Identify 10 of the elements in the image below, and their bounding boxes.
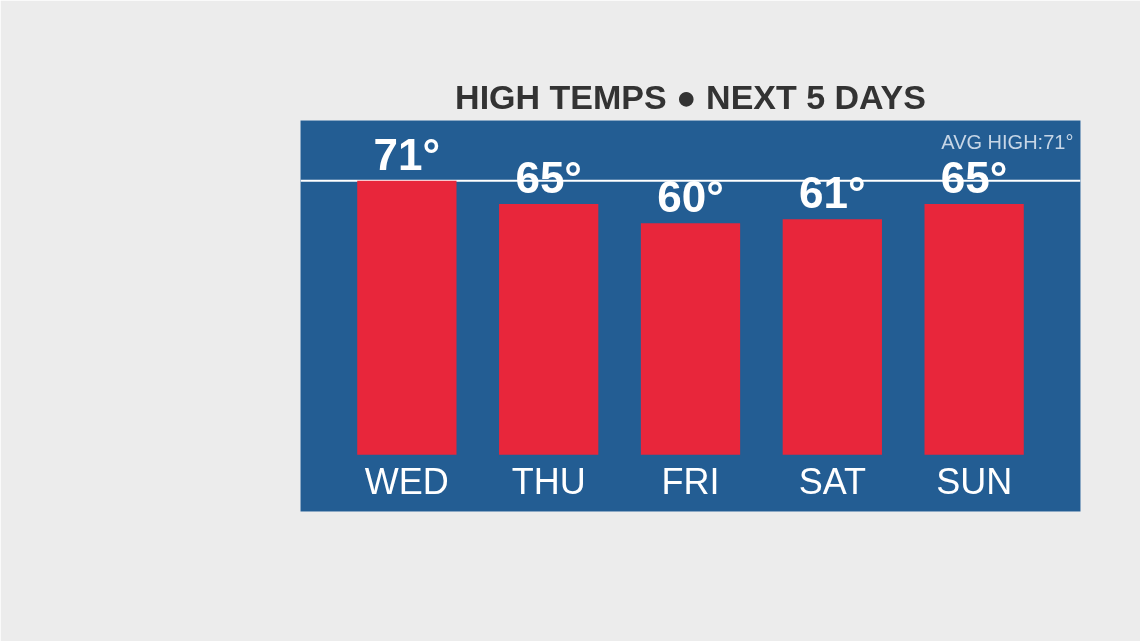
x-tick-label: SUN bbox=[936, 461, 1013, 503]
data-label: 61° bbox=[799, 168, 866, 218]
x-tick-label: THU bbox=[511, 461, 586, 503]
data-label: 60° bbox=[657, 172, 724, 222]
ref-line-label: AVG HIGH:71° bbox=[941, 130, 1074, 153]
data-label: 71° bbox=[373, 129, 441, 179]
x-tick-label: WED bbox=[364, 461, 449, 503]
chart-title: HIGH TEMPS ● NEXT 5 DAYS bbox=[455, 77, 926, 116]
x-tick-label: SAT bbox=[798, 461, 866, 503]
x-tick-label: FRI bbox=[661, 461, 720, 503]
